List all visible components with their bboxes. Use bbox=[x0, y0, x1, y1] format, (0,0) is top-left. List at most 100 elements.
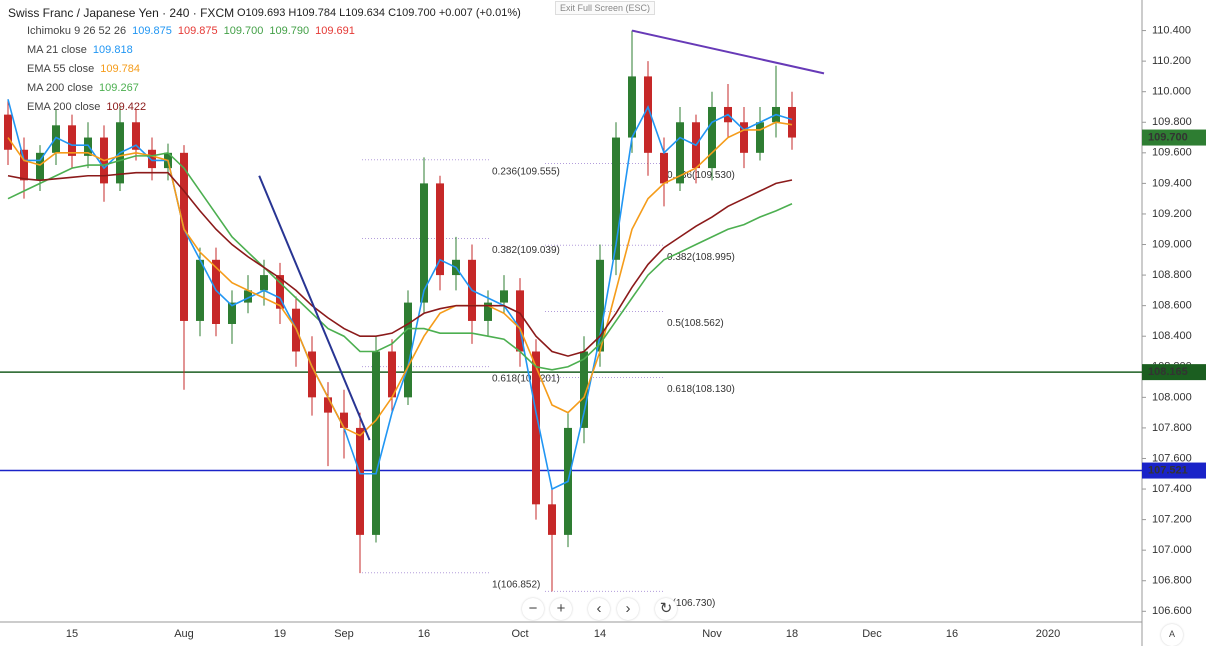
candle-body bbox=[596, 259, 604, 352]
y-tick-label: 109.000 bbox=[1152, 238, 1192, 250]
price-tag bbox=[1142, 462, 1206, 479]
x-tick-label: 15 bbox=[66, 628, 78, 640]
candle-body bbox=[548, 504, 556, 535]
fib-label: 0.382(109.039) bbox=[492, 245, 560, 256]
legend-name: MA 200 close bbox=[27, 82, 94, 94]
price-tag-label: 107.521 bbox=[1148, 464, 1188, 476]
legend-row: EMA 55 close 109.784 bbox=[27, 63, 140, 75]
x-tick-label: 14 bbox=[594, 628, 606, 640]
last-price-label: 109.700 bbox=[1148, 131, 1188, 143]
y-tick-label: 110.400 bbox=[1152, 24, 1191, 36]
y-tick-label: 110.000 bbox=[1152, 86, 1191, 98]
legend-row: Ichimoku 9 26 52 26 109.875 109.875 109.700… bbox=[27, 25, 355, 37]
x-tick-label: 18 bbox=[786, 628, 798, 640]
candle-body bbox=[260, 275, 268, 291]
candle-body bbox=[404, 302, 412, 398]
candle-body bbox=[628, 76, 636, 138]
candle-body bbox=[244, 290, 252, 303]
auto-scale[interactable]: A bbox=[1161, 624, 1183, 646]
candle-body bbox=[388, 351, 396, 398]
x-tick-label: 19 bbox=[274, 628, 286, 640]
fib-label: 0.618(108.201) bbox=[492, 373, 560, 384]
candle-body bbox=[84, 137, 92, 156]
ma-line bbox=[7, 171, 793, 357]
x-tick-label: 2020 bbox=[1036, 628, 1060, 640]
x-tick-label: 16 bbox=[418, 628, 430, 640]
y-tick-label: 107.200 bbox=[1152, 514, 1192, 526]
candle-body bbox=[500, 290, 508, 303]
legend-value: 109.267 bbox=[99, 82, 139, 94]
candle-body bbox=[276, 275, 284, 309]
candle-body bbox=[660, 152, 668, 184]
candle-body bbox=[644, 76, 652, 153]
x-tick-label: 16 bbox=[946, 628, 958, 640]
scroll-left[interactable]: ‹ bbox=[588, 598, 610, 620]
zoom-out[interactable]: − bbox=[522, 598, 544, 620]
candle-body bbox=[484, 302, 492, 321]
candle-body bbox=[756, 122, 764, 153]
y-tick-label: 110.200 bbox=[1152, 55, 1191, 67]
candle-body bbox=[580, 351, 588, 428]
fib-label: 0.236(109.555) bbox=[492, 166, 560, 177]
y-tick-label: 108.000 bbox=[1152, 391, 1192, 403]
candle-body bbox=[532, 351, 540, 505]
fib-label: 0.5(108.562) bbox=[667, 318, 724, 329]
candle-body bbox=[20, 149, 28, 181]
scroll-right[interactable]: › bbox=[617, 598, 639, 620]
y-tick-label: 106.600 bbox=[1152, 605, 1192, 617]
legend-value: 109.700 bbox=[223, 25, 264, 37]
candle-body bbox=[36, 152, 44, 181]
candle-body bbox=[132, 122, 140, 150]
legend-row: EMA 200 close 109.422 bbox=[27, 101, 146, 113]
reset[interactable]: ↻ bbox=[655, 598, 677, 620]
y-tick-label: 107.000 bbox=[1152, 544, 1192, 556]
x-tick-label: Nov bbox=[702, 628, 722, 640]
y-tick-label: 107.800 bbox=[1152, 422, 1192, 434]
y-tick-label: 107.400 bbox=[1152, 483, 1192, 495]
y-tick-label: 109.600 bbox=[1152, 147, 1192, 159]
candle-body bbox=[228, 302, 236, 324]
legend-name: Ichimoku 9 26 52 26 bbox=[27, 25, 127, 37]
y-tick-label: 108.400 bbox=[1152, 330, 1192, 342]
chart-title: Swiss Franc / Japanese Yen · 240 · FXCM bbox=[8, 6, 235, 20]
last-price-tag bbox=[1142, 129, 1206, 146]
price-tag bbox=[1142, 364, 1206, 381]
trendline bbox=[258, 175, 371, 441]
candle-body bbox=[340, 412, 348, 428]
y-tick-label: 106.800 bbox=[1152, 575, 1192, 587]
fib-label: 0.618(108.130) bbox=[667, 384, 735, 395]
legend-value: 109.875 bbox=[177, 25, 218, 37]
ma-line bbox=[7, 99, 793, 491]
legend-value: 109.691 bbox=[315, 25, 355, 37]
candle-body bbox=[68, 125, 76, 156]
zoom-in[interactable]: + bbox=[550, 598, 572, 620]
candle-body bbox=[788, 106, 796, 138]
legend-row: MA 21 close 109.818 bbox=[27, 44, 133, 56]
y-tick-label: 109.400 bbox=[1152, 177, 1192, 189]
y-tick-label: 109.800 bbox=[1152, 116, 1192, 128]
candle-body bbox=[516, 290, 524, 352]
y-tick-label: 107.600 bbox=[1152, 452, 1192, 464]
candle-body bbox=[324, 397, 332, 413]
legend-name: MA 21 close bbox=[27, 44, 87, 56]
fullscreen-hint[interactable]: Exit Full Screen (ESC) bbox=[555, 1, 656, 15]
legend-value: 109.422 bbox=[106, 101, 147, 113]
legend-name: EMA 200 close bbox=[27, 101, 101, 113]
ma-line bbox=[7, 121, 793, 437]
candle-body bbox=[708, 106, 716, 169]
fib-label: 0.236(109.530) bbox=[667, 170, 735, 181]
legend-value: 109.784 bbox=[100, 63, 141, 75]
fib-label: 1(106.852) bbox=[492, 579, 540, 590]
trendline bbox=[631, 29, 825, 75]
x-tick-label: Oct bbox=[511, 628, 528, 640]
ma-line bbox=[7, 151, 793, 371]
price-tag-label: 108.165 bbox=[1148, 366, 1188, 378]
x-tick-label: Dec bbox=[862, 628, 882, 640]
y-tick-label: 109.200 bbox=[1152, 208, 1192, 220]
x-tick-label: Aug bbox=[174, 628, 194, 640]
candle-body bbox=[52, 125, 60, 153]
candle-body bbox=[180, 152, 188, 321]
ohlc: O109.693 H109.784 L109.634 C109.700 +0.0… bbox=[237, 7, 521, 19]
